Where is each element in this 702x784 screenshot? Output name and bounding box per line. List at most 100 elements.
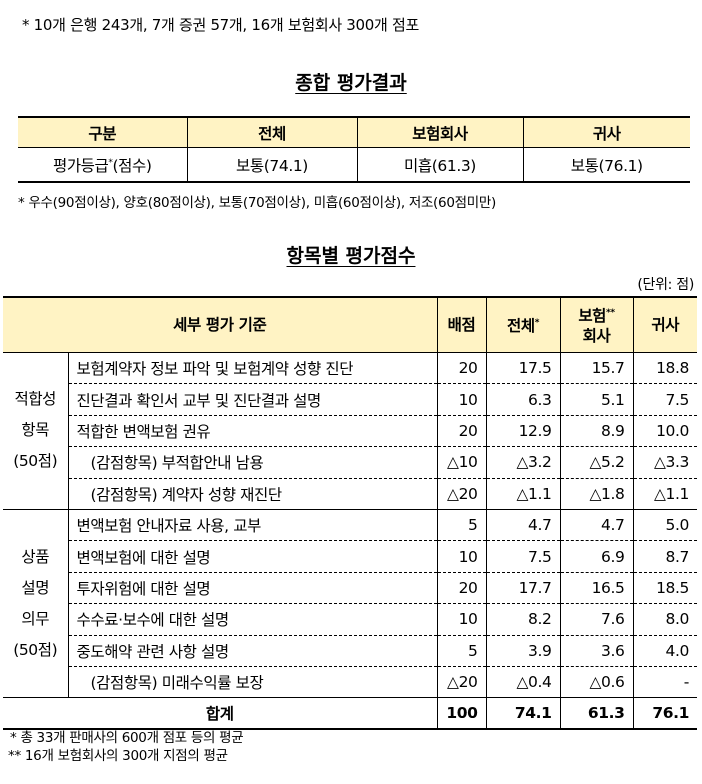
row-label-text: 평가등급 bbox=[52, 156, 109, 175]
table-row: 수수료·보수에 대한 설명 10 8.2 7.6 8.0 bbox=[3, 603, 697, 636]
summary-header-total: 전체 bbox=[186, 117, 357, 148]
summary-value-total: 보통(74.1) bbox=[186, 147, 357, 182]
detail-title: 항목별 평가점수 bbox=[0, 241, 702, 268]
points-cell: 10 bbox=[436, 383, 486, 416]
criterion-cell: 변액보험 안내자료 사용, 교부 bbox=[67, 509, 437, 542]
footnote-mark: ** bbox=[606, 308, 615, 319]
company-cell: - bbox=[632, 666, 697, 699]
group-label-line: 설명 bbox=[21, 578, 50, 597]
summary-title: 종합 평가결과 bbox=[0, 68, 702, 95]
total-cell: 7.5 bbox=[485, 540, 560, 573]
insurer-cell: △0.6 bbox=[559, 666, 633, 699]
criterion-cell: (감점항목) 미래수익률 보장 bbox=[67, 666, 437, 699]
insurer-cell: 3.6 bbox=[559, 635, 633, 667]
insurer-cell: 4.7 bbox=[559, 509, 633, 542]
header-insurer-line1: 보험 bbox=[578, 307, 607, 326]
summary-header-company: 귀사 bbox=[522, 117, 690, 148]
table-row: (감점항목) 미래수익률 보장 △20 △0.4 △0.6- bbox=[3, 666, 697, 699]
group-label-line: 항목 bbox=[21, 421, 50, 440]
points-cell: 20 bbox=[436, 572, 486, 605]
company-cell: 5.0 bbox=[632, 509, 697, 542]
grade-footnote: * 우수(90점이상), 양호(80점이상), 보통(70점이상), 미흡(60… bbox=[18, 195, 496, 211]
criterion-cell: 변액보험에 대한 설명 bbox=[67, 540, 437, 573]
points-cell: 10 bbox=[436, 603, 486, 636]
company-cell: △1.1 bbox=[632, 478, 697, 510]
points-cell: △20 bbox=[436, 478, 486, 510]
summary-header-category: 구분 bbox=[18, 117, 187, 148]
table-row: (감점항목) 계약자 성향 재진단 △20 △1.1 △1.8 △1.1 bbox=[3, 478, 697, 510]
group-label-line: 적합성 bbox=[14, 390, 57, 409]
header-insurer: 보험** 회사 bbox=[559, 297, 633, 353]
summary-value-company: 보통(76.1) bbox=[522, 147, 690, 182]
points-cell: △20 bbox=[436, 666, 486, 699]
insurer-cell: 16.5 bbox=[559, 572, 633, 605]
total-points: 100 bbox=[436, 697, 486, 730]
insurer-cell: 6.9 bbox=[559, 540, 633, 573]
total-insurer: 61.3 bbox=[559, 697, 633, 730]
points-cell: 10 bbox=[436, 540, 486, 573]
summary-header-insurer: 보험회사 bbox=[356, 117, 523, 148]
group-label: 적합성 항목 (50점) bbox=[3, 352, 68, 510]
footnote-mark: * bbox=[534, 317, 540, 328]
table-row: 적합한 변액보험 권유 20 12.9 8.9 10.0 bbox=[3, 415, 697, 448]
table-row: 적합성 항목 (50점) 보험계약자 정보 파악 및 보험계약 성향 진단 20 17.5… bbox=[3, 352, 697, 510]
points-cell: △10 bbox=[436, 446, 486, 479]
company-cell: 8.0 bbox=[632, 603, 697, 636]
criterion-cell: 보험계약자 정보 파악 및 보험계약 성향 진단 bbox=[67, 352, 437, 385]
summary-row-label: 평가등급*(점수) bbox=[18, 148, 187, 183]
unit-label: (단위: 점) bbox=[637, 277, 694, 293]
total-row: 합계 100 74.1 61.3 76.1 bbox=[3, 697, 697, 730]
table-row: 변액보험에 대한 설명 10 7.5 6.9 8.7 bbox=[3, 540, 697, 573]
criterion-cell: 진단결과 확인서 교부 및 진단결과 설명 bbox=[67, 383, 437, 416]
insurer-cell: 7.6 bbox=[559, 603, 633, 636]
total-cell: 3.9 bbox=[485, 635, 560, 667]
summary-title-text: 종합 평가결과 bbox=[295, 72, 407, 94]
total-total: 74.1 bbox=[485, 697, 560, 730]
footnote-total: * 총 33개 판매사의 600개 점포 등의 평균 bbox=[10, 730, 244, 746]
company-cell: 18.8 bbox=[632, 352, 697, 385]
company-cell: △3.3 bbox=[632, 446, 697, 479]
insurer-cell: △5.2 bbox=[559, 446, 633, 479]
header-total-text: 전체 bbox=[506, 317, 535, 336]
row-label-suffix: (점수) bbox=[112, 156, 152, 175]
footnote-insurer: ** 16개 보험회사의 300개 지점의 평균 bbox=[8, 748, 228, 764]
total-cell: △3.2 bbox=[485, 446, 560, 479]
group-label: 상품 설명 의무 (50점) bbox=[3, 509, 68, 699]
insurer-cell: 15.7 bbox=[559, 352, 633, 385]
points-cell: 5 bbox=[436, 509, 486, 542]
company-cell: 7.5 bbox=[632, 383, 697, 416]
summary-row: 평가등급*(점수) 보통(74.1) 미흡(61.3) 보통(76.1) bbox=[18, 147, 690, 183]
header-points: 배점 bbox=[436, 297, 486, 353]
criterion-cell: (감점항목) 부적합안내 남용 bbox=[67, 446, 437, 479]
header-company: 귀사 bbox=[632, 297, 697, 353]
table-row: 상품 설명 의무 (50점) 변액보험 안내자료 사용, 교부 5 4.7 4.7 5.0 bbox=[3, 509, 697, 699]
group-label-line: (50점) bbox=[13, 640, 58, 659]
footnote-mark: * bbox=[108, 157, 113, 168]
insurer-cell: △1.8 bbox=[559, 478, 633, 510]
summary-table: 구분 전체 보험회사 귀사 평가등급*(점수) 보통(74.1) 미흡(61.3… bbox=[18, 116, 690, 183]
header-total: 전체* bbox=[485, 297, 560, 353]
total-cell: 12.9 bbox=[485, 415, 560, 448]
criterion-cell: 투자위험에 대한 설명 bbox=[67, 572, 437, 605]
criterion-cell: (감점항목) 계약자 성향 재진단 bbox=[67, 478, 437, 510]
total-cell: 6.3 bbox=[485, 383, 560, 416]
header-insurer-line2: 회사 bbox=[582, 326, 611, 345]
total-company: 76.1 bbox=[632, 697, 697, 730]
summary-header-row: 구분 전체 보험회사 귀사 bbox=[18, 117, 690, 148]
company-cell: 8.7 bbox=[632, 540, 697, 573]
points-cell: 5 bbox=[436, 635, 486, 667]
points-cell: 20 bbox=[436, 352, 486, 385]
total-cell: △0.4 bbox=[485, 666, 560, 699]
points-cell: 20 bbox=[436, 415, 486, 448]
total-label: 합계 bbox=[205, 705, 234, 724]
summary-value-insurer: 미흡(61.3) bbox=[356, 147, 523, 182]
company-cell: 10.0 bbox=[632, 415, 697, 448]
company-cell: 18.5 bbox=[632, 572, 697, 605]
header-criteria: 세부 평가 기준 bbox=[3, 297, 437, 353]
top-note: * 10개 은행 243개, 7개 증권 57개, 16개 보험회사 300개 … bbox=[22, 16, 419, 34]
detail-header-row: 세부 평가 기준 배점 전체* 보험** 회사 귀사 bbox=[3, 297, 697, 353]
total-cell: 17.5 bbox=[485, 352, 560, 385]
company-cell: 4.0 bbox=[632, 635, 697, 667]
